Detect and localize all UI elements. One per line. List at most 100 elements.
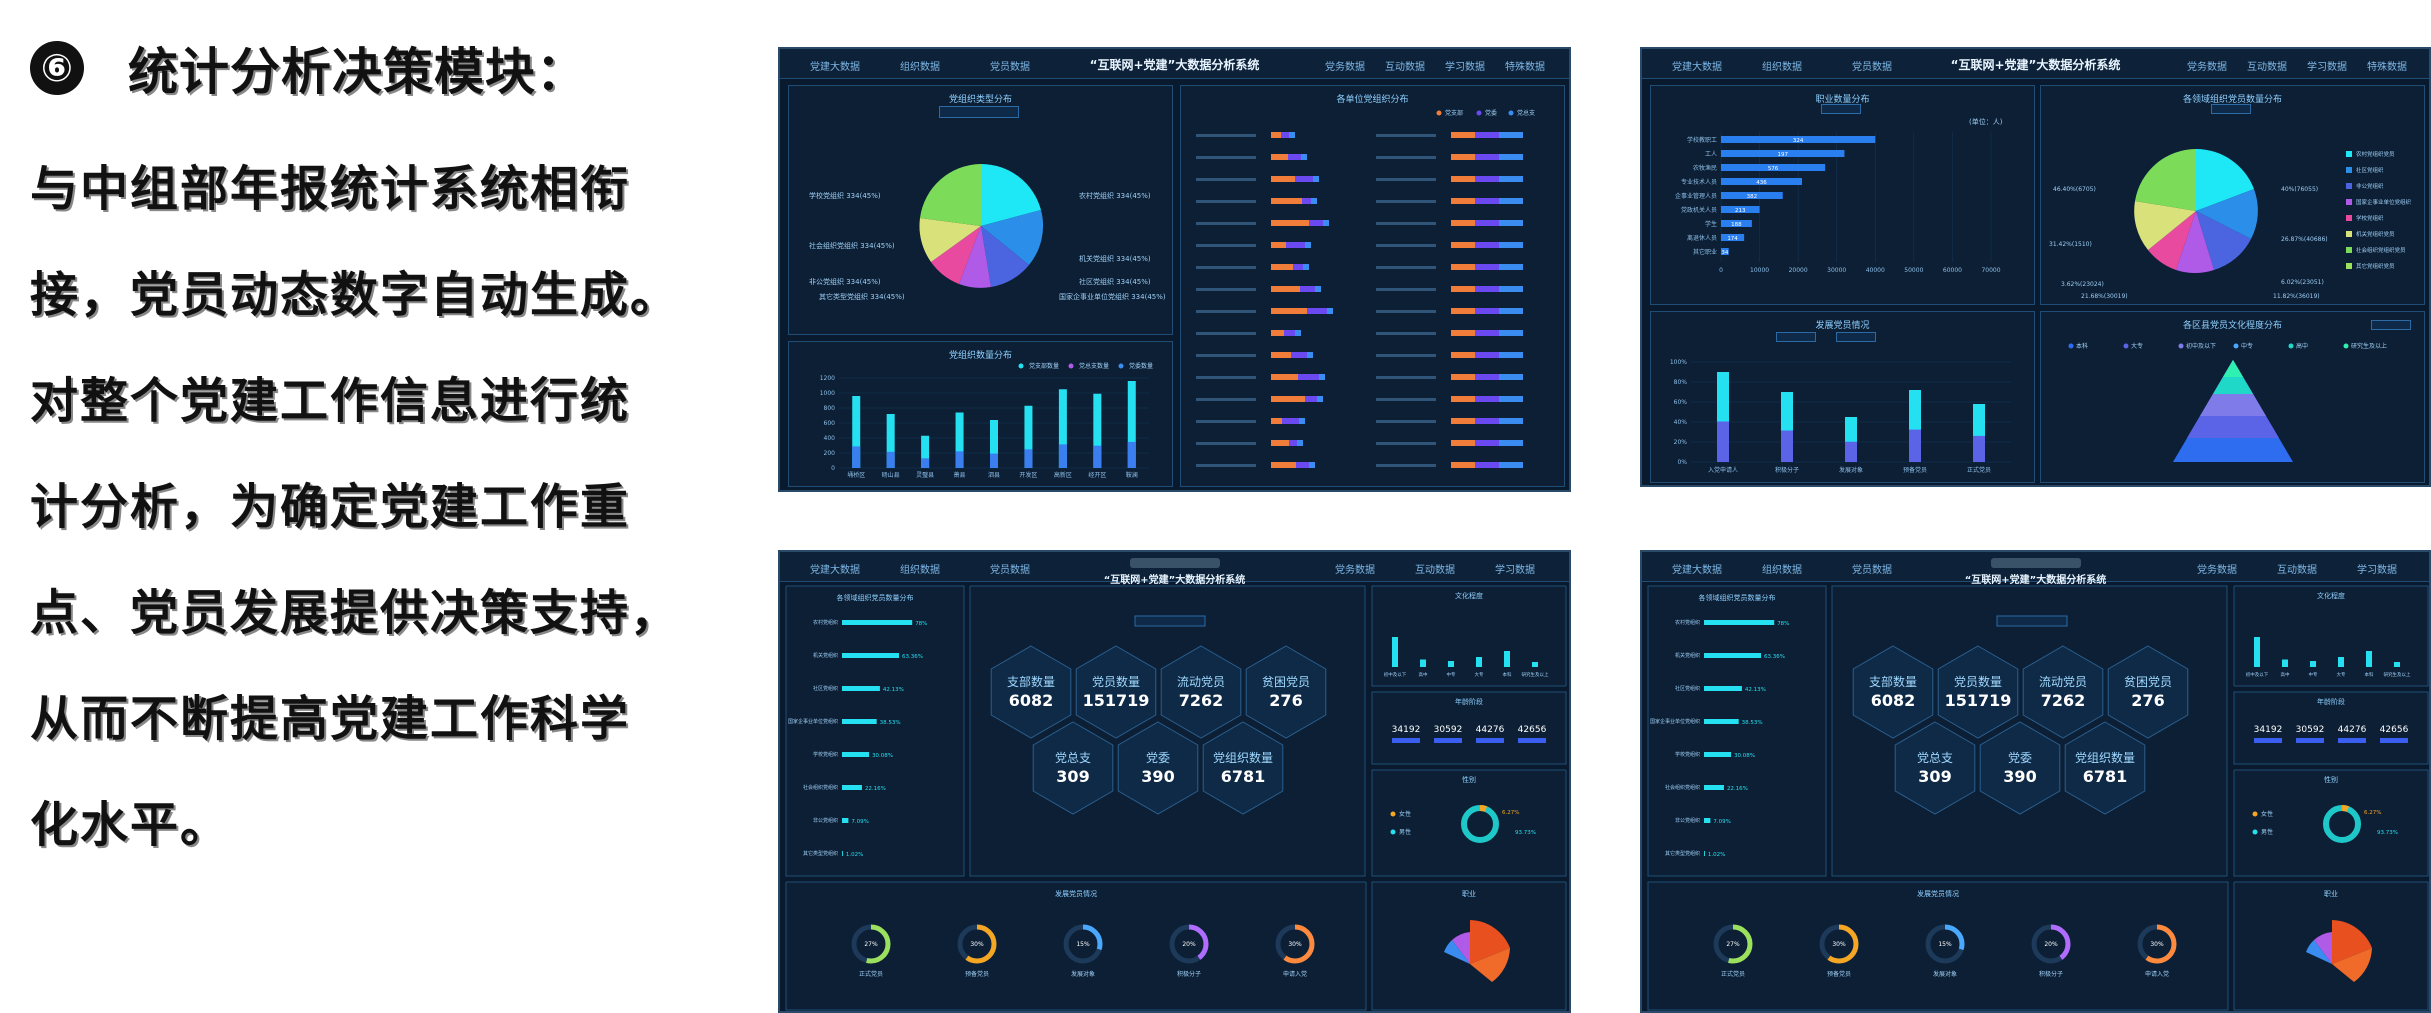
gauge-fill: [957, 924, 997, 964]
age-bar: [1434, 738, 1462, 743]
bar: [1704, 851, 1705, 856]
nav-tab-interaction[interactable]: 互动数据: [1415, 565, 1455, 576]
nav-tab-member[interactable]: 党员数据: [1852, 62, 1892, 73]
filter-dropdown[interactable]: [1776, 332, 1816, 342]
category-label: 专业技术人员: [1681, 178, 1717, 186]
nav-tab-learning[interactable]: 学习数据: [2307, 62, 2347, 73]
filter-dropdown[interactable]: [1821, 104, 1861, 114]
stat-hexagon: [1979, 721, 2061, 815]
nav-tab-affairs[interactable]: 党务数据: [2187, 62, 2227, 73]
panel-title: 职业数量分布: [1815, 95, 1870, 105]
nav-tab-member[interactable]: 党员数据: [990, 62, 1030, 73]
x-tick-label: 开发区: [1019, 471, 1037, 479]
nav-tab-learning[interactable]: 学习数据: [1495, 565, 1535, 576]
intro-text-block: ⑥ 统计分析决策模块： 与中组部年报统计系统相衔 接，党员动态数字自动生成。 对…: [30, 28, 730, 878]
nav-tab-affairs[interactable]: 党务数据: [1325, 62, 1365, 73]
nav-tab-interaction[interactable]: 互动数据: [2277, 565, 2317, 576]
age-value: 30592: [1434, 725, 1463, 735]
description-line: 对整个党建工作信息进行统: [30, 373, 631, 429]
filter-dropdown[interactable]: [1134, 615, 1206, 627]
bar-segment: [990, 453, 998, 468]
bar: [1721, 164, 1826, 171]
legend-label: 非公党组织: [2356, 182, 2384, 190]
x-tick-label: 砀山县: [882, 471, 900, 479]
gender-donut: [1461, 805, 1499, 843]
pie-label: 3.62%(23024): [2061, 281, 2104, 288]
stacked-bar-segment: [1451, 242, 1475, 248]
stacked-bar-segment: [1307, 352, 1313, 358]
filter-dropdown[interactable]: [939, 106, 1019, 118]
pie-label: 农村党组织 334(45%): [1079, 191, 1151, 200]
stacked-bar-segment: [1499, 418, 1523, 424]
nav-tab-member[interactable]: 党员数据: [990, 565, 1030, 576]
y-tick-label: 600: [824, 420, 836, 427]
bar-value-label: 213: [1735, 208, 1746, 214]
nav-tab-learning[interactable]: 学习数据: [1445, 62, 1485, 73]
nav-tab-overview[interactable]: 党建大数据: [1672, 565, 1722, 576]
gauge-label: 正式党员: [1721, 970, 1745, 978]
row-label-placeholder: [1196, 376, 1256, 379]
nav-tab-org[interactable]: 组织数据: [1762, 565, 1802, 576]
stacked-bar-segment: [1499, 374, 1523, 380]
nav-tab-org[interactable]: 组织数据: [900, 62, 940, 73]
stat-value: 151719: [1945, 691, 2012, 710]
legend-label: 国家企事业单位党组织: [2356, 198, 2412, 206]
filter-dropdown[interactable]: [2211, 104, 2251, 114]
stat-hexagon: [2064, 721, 2146, 815]
nav-tab-org[interactable]: 组织数据: [900, 565, 940, 576]
gauge-label: 申请入党: [1283, 970, 1307, 978]
bar-value-label: 30.08%: [1734, 753, 1755, 759]
pie-label: 机关党组织 334(45%): [1079, 254, 1151, 263]
x-tick-label: 大专: [1475, 671, 1484, 678]
category-label: 农村党组织: [1675, 619, 1700, 626]
stat-label: 党员数量: [1092, 674, 1140, 689]
stacked-bar-segment: [1451, 286, 1475, 292]
stacked-bar-segment: [1291, 352, 1307, 358]
stacked-bar-segment: [1451, 198, 1475, 204]
x-tick-label: 70000: [1981, 267, 2000, 274]
member-field-pie-panel: 各领域组织党员数量分布 46.40%(6705) 31.42%(1510) 3.…: [2040, 85, 2425, 305]
nav-tab-interaction[interactable]: 互动数据: [2247, 62, 2287, 73]
row-label-placeholder: [1196, 178, 1256, 181]
row-label-placeholder: [1196, 464, 1256, 467]
pie-label: 社会组织党组织 334(45%): [809, 241, 895, 250]
nav-tab-learning[interactable]: 学习数据: [2357, 565, 2397, 576]
stacked-bar-segment: [1499, 308, 1523, 314]
nav-tab-special[interactable]: 特殊数据: [2367, 62, 2407, 73]
nav-tab-member[interactable]: 党员数据: [1852, 565, 1892, 576]
bar-value-label: 42.13%: [883, 687, 904, 693]
stacked-bar-segment: [1319, 374, 1325, 380]
filter-dropdown[interactable]: [1836, 332, 1876, 342]
develop-member-panel: [785, 881, 1367, 1011]
filter-dropdown[interactable]: [2371, 320, 2411, 330]
nav-tab-overview[interactable]: 党建大数据: [810, 565, 860, 576]
age-value: 42656: [2380, 725, 2409, 735]
panel-title: 性别: [1462, 775, 1476, 784]
bar-segment: [1093, 445, 1102, 468]
org-count-bar-chart: 党支部数量 党总支数量 党委数量 1200 1000 800 600 400 200 0 埇桥…: [820, 362, 1153, 479]
stacked-bar-segment: [1499, 264, 1523, 270]
nav-tab-interaction[interactable]: 互动数据: [1385, 62, 1425, 73]
nav-tab-overview[interactable]: 党建大数据: [1672, 62, 1722, 73]
bar-value-label: 34: [1721, 250, 1728, 256]
nav-tab-org[interactable]: 组织数据: [1762, 62, 1802, 73]
nav-tab-affairs[interactable]: 党务数据: [1335, 565, 1375, 576]
nav-tab-affairs[interactable]: 党务数据: [2197, 565, 2237, 576]
legend-label: 男性: [1399, 828, 1411, 836]
row-label-placeholder: [1376, 420, 1436, 423]
category-label: 非公党组织: [813, 817, 838, 824]
gender-panel: [1371, 769, 1567, 877]
nav-tab-overview[interactable]: 党建大数据: [810, 62, 860, 73]
filter-dropdown[interactable]: [1996, 615, 2068, 627]
stacked-bar-segment: [1475, 242, 1499, 248]
row-label-placeholder: [1376, 178, 1436, 181]
panel-title: 各领域组织党员数量分布: [1699, 593, 1776, 602]
y-tick-label: 400: [824, 435, 836, 442]
pie-slice: [981, 226, 1029, 287]
stat-label: 流动党员: [1177, 674, 1225, 689]
stacked-bar-segment: [1271, 418, 1282, 424]
row-label-placeholder: [1196, 266, 1256, 269]
row-label-placeholder: [1196, 200, 1256, 203]
nav-tab-special[interactable]: 特殊数据: [1505, 62, 1545, 73]
bar: [1704, 785, 1724, 790]
